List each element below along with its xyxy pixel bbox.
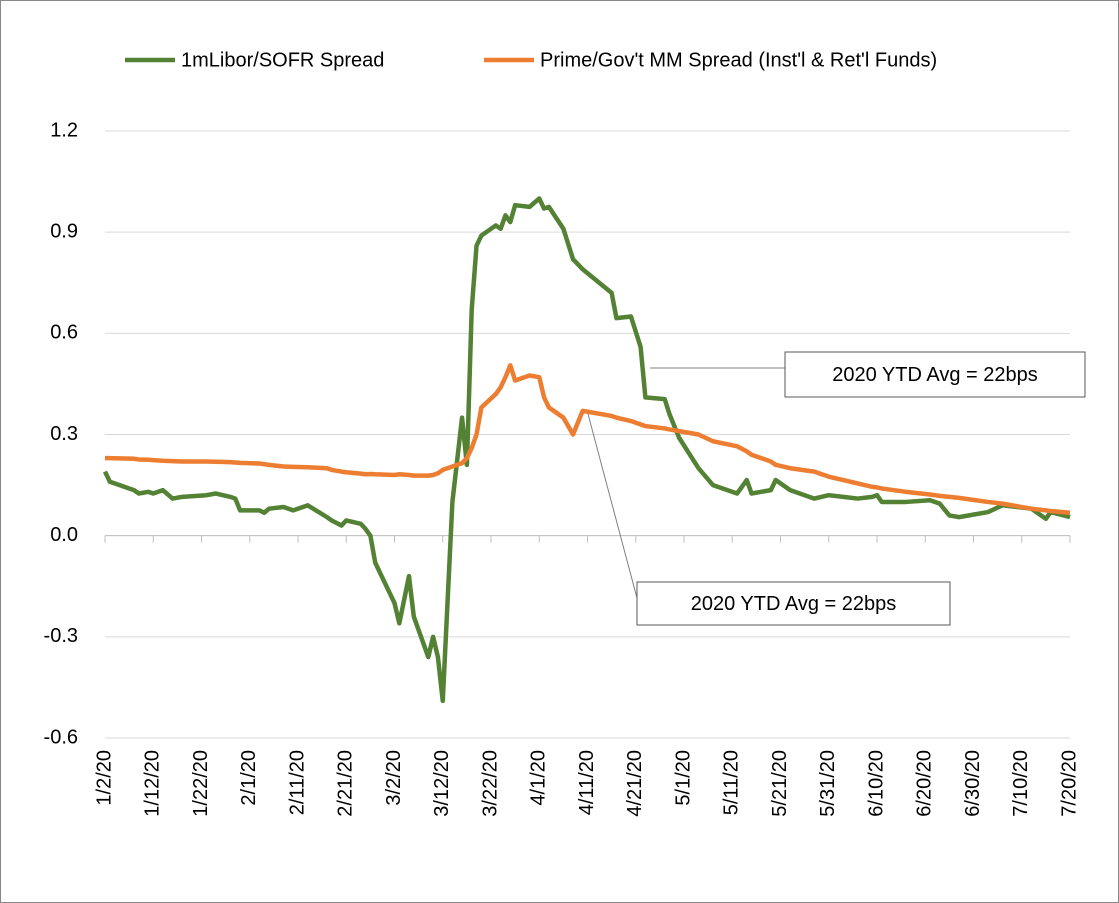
- y-tick-label: 0.3: [50, 423, 78, 445]
- x-tick-label: 4/21/20: [624, 750, 646, 817]
- y-tick-label: 0.9: [50, 220, 78, 242]
- x-tick-label: 4/1/20: [528, 750, 550, 806]
- x-tick-label: 5/21/20: [769, 750, 791, 817]
- y-tick-label: 1.2: [50, 119, 78, 141]
- series-line: [105, 363, 1071, 515]
- x-tick-label: 6/10/20: [865, 750, 887, 817]
- x-tick-label: 3/12/20: [431, 750, 453, 817]
- y-tick-label: 0.6: [50, 322, 78, 344]
- y-tick-label: 0.0: [50, 524, 78, 546]
- annotation-box: [636, 581, 951, 626]
- x-tick-label: 2/21/20: [335, 750, 357, 817]
- x-tick-label: 5/11/20: [721, 750, 743, 815]
- x-tick-label: 1/12/20: [142, 750, 164, 817]
- annotation-text: 2020 YTD Avg = 22bps: [832, 364, 1038, 386]
- annotation-box: [784, 351, 1086, 398]
- x-tick-label: 4/11/20: [576, 750, 598, 815]
- x-tick-label: 7/10/20: [1010, 750, 1032, 817]
- series-line: [102, 196, 1071, 704]
- annotation-leader: [587, 413, 638, 599]
- x-tick-label: 3/2/20: [383, 750, 405, 806]
- y-tick-label: -0.3: [44, 625, 78, 647]
- y-tick-label: -0.6: [44, 726, 78, 748]
- x-tick-label: 2/11/20: [286, 750, 308, 815]
- x-tick-label: 3/22/20: [479, 750, 501, 817]
- x-tick-label: 5/31/20: [817, 750, 839, 817]
- x-tick-label: 1/22/20: [190, 750, 212, 817]
- x-tick-label: 6/30/20: [962, 750, 984, 817]
- legend-label: Prime/Gov't MM Spread (Inst'l & Ret'l Fu…: [540, 49, 937, 71]
- x-tick-label: 2/1/20: [238, 750, 260, 806]
- annotation-text: 2020 YTD Avg = 22bps: [691, 593, 897, 615]
- x-tick-label: 6/20/20: [914, 750, 936, 817]
- x-tick-label: 5/1/20: [672, 750, 694, 806]
- x-tick-label: 7/20/20: [1058, 750, 1080, 817]
- x-tick-label: 1/2/20: [93, 750, 115, 806]
- legend-label: 1mLibor/SOFR Spread: [181, 49, 384, 71]
